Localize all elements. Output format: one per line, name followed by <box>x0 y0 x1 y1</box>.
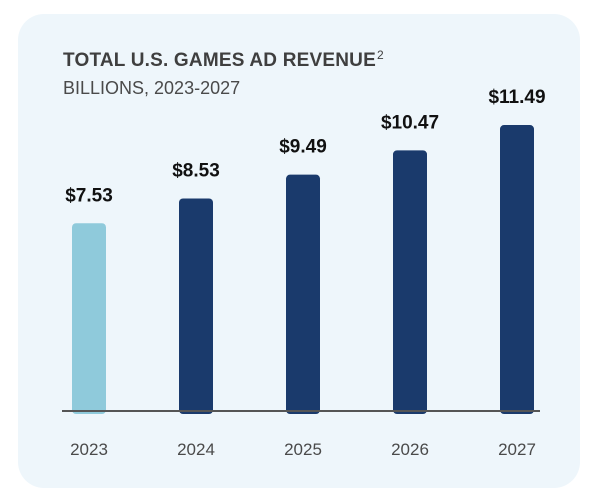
x-tick-label-2026: 2026 <box>391 440 429 459</box>
chart-title-text: TOTAL U.S. GAMES AD REVENUE <box>63 50 376 71</box>
value-labels-group: $7.53 $8.53 $9.49 $10.47 $11.49 <box>65 87 545 206</box>
value-label-2024: $8.53 <box>172 160 220 181</box>
value-label-2027: $11.49 <box>488 87 545 108</box>
bar-2024 <box>179 198 213 414</box>
bar-2026 <box>393 150 427 414</box>
value-label-2025: $9.49 <box>279 137 327 158</box>
title-footnote-marker: 2 <box>376 48 384 62</box>
chart-subtitle: BILLIONS, 2023-2027 <box>63 78 241 98</box>
x-tick-label-2023: 2023 <box>70 440 108 459</box>
bars-group <box>72 125 534 414</box>
bar-2025 <box>286 174 320 414</box>
x-tick-label-2027: 2027 <box>498 440 536 459</box>
value-label-2023: $7.53 <box>65 185 113 206</box>
x-tick-label-2024: 2024 <box>177 440 215 459</box>
x-tick-label-2025: 2025 <box>284 440 322 459</box>
bar-2023 <box>72 223 106 414</box>
x-tick-labels-group: 2023 2024 2025 2026 2027 <box>70 440 536 459</box>
chart-title: TOTAL U.S. GAMES AD REVENUE2 <box>63 48 384 72</box>
bar-2027 <box>500 125 534 414</box>
value-label-2026: $10.47 <box>381 112 439 133</box>
